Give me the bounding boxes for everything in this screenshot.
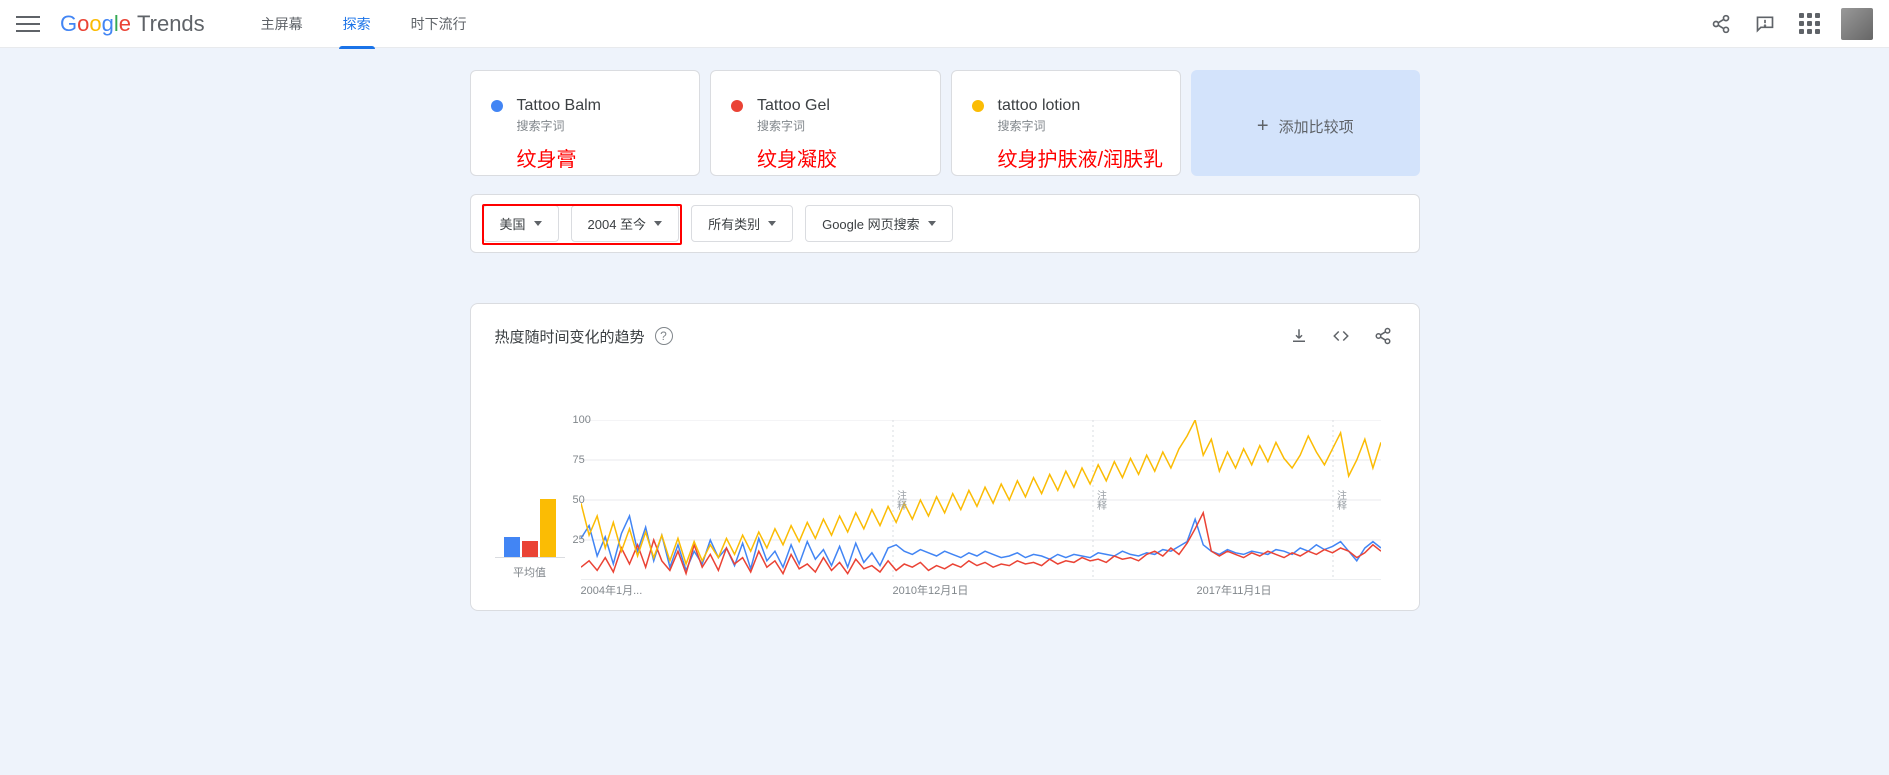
term-sub: 搜索字词 [998,117,1161,134]
compare-card[interactable]: Tattoo Gel 搜索字词纹身凝胶 [710,70,941,176]
x-tick-label: 2004年1月... [581,582,643,598]
compare-row: Tattoo Balm 搜索字词纹身膏 Tattoo Gel 搜索字词纹身凝胶 tatt… [470,70,1420,176]
annotation: 纹身膏 [517,143,577,172]
chart-note: 注释 [895,490,905,510]
term-sub: 搜索字词 [517,117,680,134]
y-tick-label: 50 [573,494,585,506]
annotation: 纹身护肤液/润肤乳 [998,143,1164,172]
filter-button[interactable]: 所有类别 [691,205,793,242]
nav: 主屏幕探索时下流行 [245,0,483,48]
compare-card[interactable]: Tattoo Balm 搜索字词纹身膏 [470,70,701,176]
term-text: Tattoo Gel [757,97,830,115]
filter-label: Google 网页搜索 [822,214,920,233]
header: Google Trends 主屏幕探索时下流行 [0,0,1889,48]
filters-bar: 美国 2004 至今 所有类别 Google 网页搜索 [470,194,1420,253]
logo[interactable]: Google Trends [60,11,205,37]
add-label: 添加比较项 [1279,116,1354,137]
avg-label: 平均值 [495,564,565,580]
help-icon[interactable]: ? [655,327,673,345]
line-chart [581,420,1381,580]
avg-bar [522,541,538,557]
term-sub: 搜索字词 [757,117,920,134]
filter-label: 美国 [500,214,526,233]
chevron-down-icon [534,221,542,226]
term-text: Tattoo Balm [517,97,601,115]
annotation: 纹身凝胶 [757,143,837,172]
page-body: Tattoo Balm 搜索字词纹身膏 Tattoo Gel 搜索字词纹身凝胶 tatt… [0,48,1889,775]
chevron-down-icon [768,221,776,226]
series-dot [972,100,984,112]
term-text: tattoo lotion [998,97,1081,115]
filter-button[interactable]: 美国 [483,205,559,242]
apps-icon[interactable] [1797,12,1821,36]
filter-button[interactable]: 2004 至今 [571,205,680,242]
share-icon[interactable] [1709,12,1733,36]
filter-label: 所有类别 [708,214,760,233]
nav-item[interactable]: 时下流行 [395,0,483,48]
chevron-down-icon [654,221,662,226]
avg-bar [504,537,520,557]
share-chart-icon[interactable] [1371,324,1395,348]
download-icon[interactable] [1287,324,1311,348]
feedback-icon[interactable] [1753,12,1777,36]
add-compare-button[interactable]: + 添加比较项 [1191,70,1420,176]
avatar[interactable] [1841,8,1873,40]
nav-item[interactable]: 探索 [327,0,387,48]
chart-card: 热度随时间变化的趋势 ? 平均值 [470,303,1420,611]
nav-item[interactable]: 主屏幕 [245,0,319,48]
y-tick-label: 75 [573,454,585,466]
x-tick-label: 2017年11月1日 [1197,582,1272,598]
chart-area: 2550751002004年1月...2010年12月1日2017年11月1日注… [581,420,1395,580]
filter-button[interactable]: Google 网页搜索 [805,205,953,242]
chart-title: 热度随时间变化的趋势 [495,326,645,347]
chart-note: 注释 [1335,490,1345,510]
compare-card[interactable]: tattoo lotion 搜索字词纹身护肤液/润肤乳 [951,70,1182,176]
avg-bar [540,499,556,557]
embed-icon[interactable] [1329,324,1353,348]
series-dot [491,100,503,112]
chevron-down-icon [928,221,936,226]
y-tick-label: 25 [573,534,585,546]
avg-column: 平均值 [495,398,565,580]
chart-note: 注释 [1095,490,1105,510]
x-tick-label: 2010年12月1日 [893,582,969,598]
menu-icon[interactable] [16,12,40,36]
series-dot [731,100,743,112]
plus-icon: + [1257,115,1269,138]
filter-label: 2004 至今 [588,214,647,233]
y-tick-label: 100 [573,414,591,426]
